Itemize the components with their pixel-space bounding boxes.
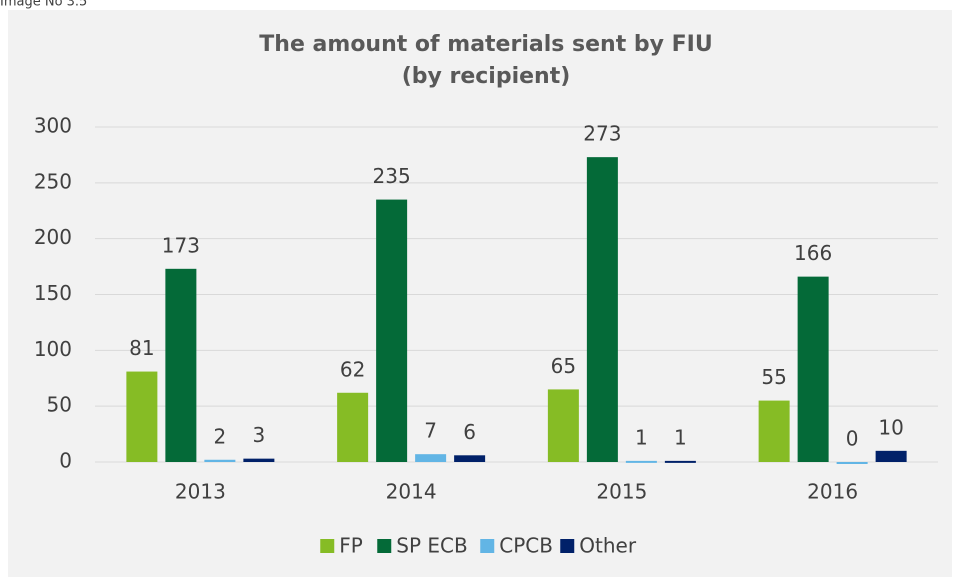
y-tick-label: 150: [34, 281, 72, 305]
chart-background: [8, 10, 952, 577]
data-label: 81: [129, 336, 154, 360]
x-tick-label: 2014: [386, 480, 437, 504]
bar: [376, 199, 408, 463]
bar: [415, 454, 447, 462]
caption: Image No 3.5: [0, 0, 87, 10]
y-tick-label: 50: [47, 393, 72, 417]
bar: [165, 268, 197, 462]
data-label: 62: [340, 357, 365, 381]
data-label: 55: [761, 365, 786, 389]
data-label: 3: [253, 423, 266, 447]
data-label: 1: [635, 425, 648, 449]
y-tick-label: 200: [34, 225, 72, 249]
data-label: 7: [424, 419, 437, 443]
bar: [126, 371, 158, 462]
bar: [454, 455, 486, 462]
bar: [875, 450, 907, 462]
bar: [204, 459, 236, 462]
bar: [836, 462, 868, 464]
y-tick-label: 0: [59, 449, 72, 473]
y-tick-label: 100: [34, 337, 72, 361]
bar: [797, 276, 829, 462]
legend-label: Other: [579, 534, 637, 558]
data-label: 65: [551, 354, 576, 378]
data-label: 2: [214, 424, 227, 448]
bar: [664, 460, 696, 463]
data-label: 1: [674, 425, 687, 449]
data-label: 6: [463, 420, 476, 444]
chart-title: The amount of materials sent by FIU: [259, 32, 712, 57]
y-tick-label: 250: [34, 169, 72, 193]
data-label: 235: [373, 164, 411, 188]
bar: [243, 458, 275, 462]
legend-swatch: [320, 539, 335, 553]
x-tick-label: 2015: [596, 480, 647, 504]
legend-label: FP: [339, 534, 363, 558]
bar: [625, 460, 657, 463]
legend-label: CPCB: [499, 534, 553, 558]
legend-swatch: [560, 539, 575, 553]
y-tick-label: 300: [34, 114, 72, 138]
data-label: 10: [878, 415, 903, 439]
bar: [758, 400, 790, 462]
x-tick-label: 2013: [175, 480, 226, 504]
data-label: 0: [846, 427, 859, 451]
chart-title: (by recipient): [402, 64, 571, 89]
x-tick-label: 2016: [807, 480, 858, 504]
data-label: 166: [794, 241, 832, 265]
data-label: 173: [162, 233, 200, 257]
bar: [586, 157, 618, 462]
legend-swatch: [377, 539, 392, 553]
bar: [547, 389, 579, 462]
data-label: 273: [583, 122, 621, 146]
legend-label: SP ECB: [396, 534, 467, 558]
bar: [337, 392, 369, 462]
legend-swatch: [480, 539, 495, 553]
